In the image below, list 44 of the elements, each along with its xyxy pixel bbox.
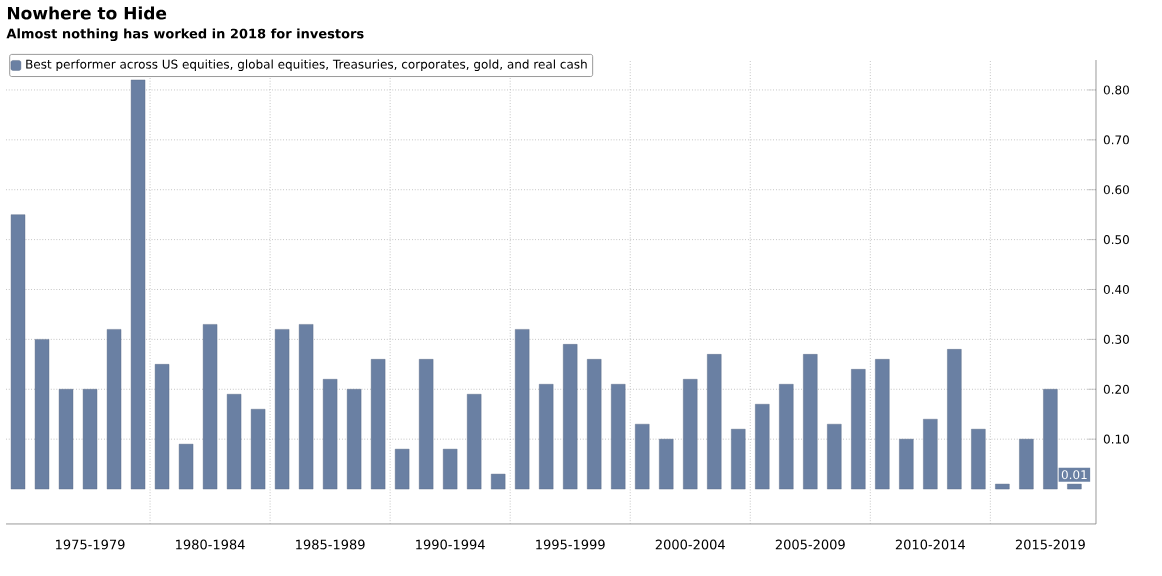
bar — [875, 359, 890, 490]
bar — [298, 324, 314, 490]
bar — [491, 473, 506, 490]
bar — [34, 339, 50, 490]
bar — [803, 354, 818, 490]
bar — [370, 359, 386, 490]
bar — [971, 428, 986, 490]
bar — [322, 379, 338, 490]
bar — [515, 329, 530, 490]
bar — [1019, 438, 1034, 490]
bar — [539, 384, 554, 490]
bar — [10, 214, 26, 490]
bar — [178, 443, 194, 490]
bar — [226, 394, 242, 490]
bar — [250, 409, 266, 490]
bar — [346, 389, 362, 490]
bar — [635, 423, 650, 490]
bar — [731, 428, 746, 490]
bar — [611, 384, 626, 490]
bar — [707, 354, 722, 490]
bar — [106, 329, 122, 490]
bar — [659, 438, 674, 490]
bar — [995, 483, 1010, 490]
bar — [202, 324, 218, 490]
bar — [130, 79, 146, 490]
bar — [827, 423, 842, 490]
bar — [443, 448, 458, 490]
bar — [587, 359, 602, 490]
bar — [274, 329, 290, 490]
bar — [899, 438, 914, 490]
bar — [154, 364, 170, 490]
bar — [467, 394, 482, 490]
chart-title: Nowhere to Hide — [7, 6, 167, 20]
bar — [947, 349, 962, 490]
bar — [683, 379, 698, 490]
bar — [755, 404, 770, 490]
bar — [419, 359, 434, 490]
bar — [394, 448, 410, 490]
bar — [851, 369, 866, 490]
bar — [82, 389, 98, 490]
bar — [58, 389, 74, 490]
bar — [923, 419, 938, 490]
bar — [563, 344, 578, 490]
bar — [779, 384, 794, 490]
